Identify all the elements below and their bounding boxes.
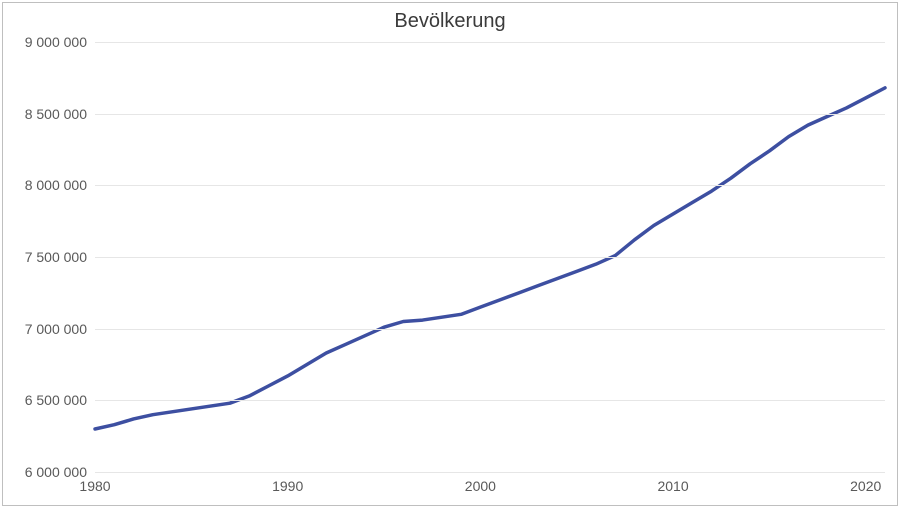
gridline-y (95, 185, 885, 186)
gridline-y (95, 114, 885, 115)
y-tick-label: 7 500 000 (25, 249, 95, 265)
y-tick-label: 8 000 000 (25, 177, 95, 193)
x-tick-label: 1990 (272, 472, 303, 494)
x-tick-label: 2010 (657, 472, 688, 494)
y-tick-label: 8 500 000 (25, 106, 95, 122)
gridline-y (95, 329, 885, 330)
x-tick-label: 1980 (79, 472, 110, 494)
y-tick-label: 9 000 000 (25, 34, 95, 50)
gridline-y (95, 257, 885, 258)
y-tick-label: 6 500 000 (25, 392, 95, 408)
x-tick-label: 2020 (850, 472, 881, 494)
chart-title: Bevölkerung (0, 10, 900, 33)
gridline-y (95, 42, 885, 43)
population-line-chart: Bevölkerung 6 000 0006 500 0007 000 0007… (0, 0, 900, 508)
y-tick-label: 7 000 000 (25, 321, 95, 337)
plot-area: 6 000 0006 500 0007 000 0007 500 0008 00… (95, 42, 885, 472)
x-tick-label: 2000 (465, 472, 496, 494)
population-line (95, 88, 885, 429)
gridline-y (95, 400, 885, 401)
